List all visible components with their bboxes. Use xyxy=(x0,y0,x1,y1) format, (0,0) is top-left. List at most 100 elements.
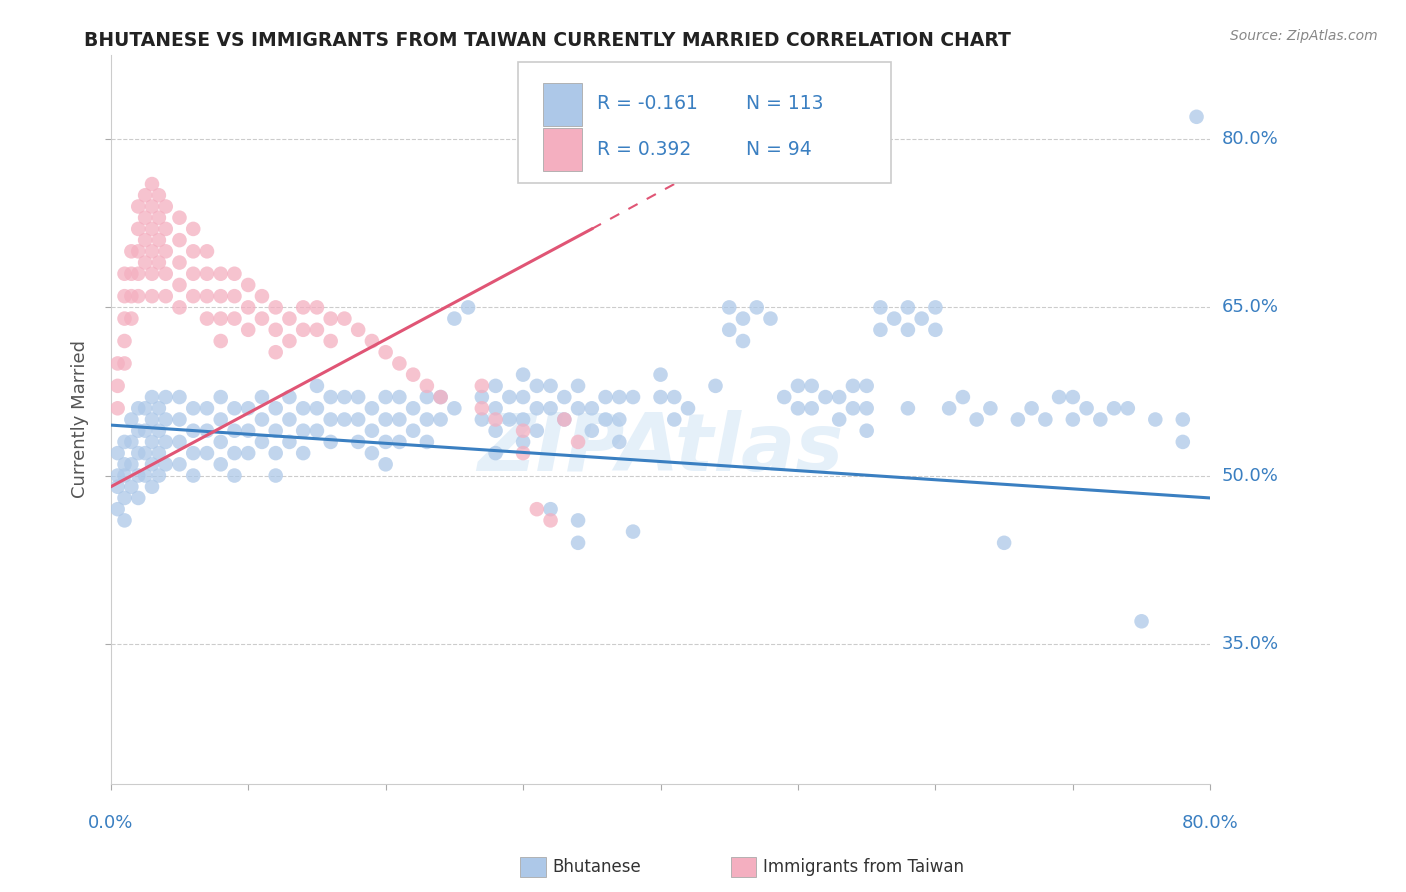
Point xyxy=(526,502,548,516)
Point xyxy=(443,311,465,326)
Point xyxy=(181,244,204,259)
Point xyxy=(127,289,149,303)
Point xyxy=(540,401,562,416)
Point xyxy=(209,289,232,303)
Point xyxy=(148,233,170,247)
Point xyxy=(107,480,129,494)
Text: Bhutanese: Bhutanese xyxy=(553,858,641,876)
Point xyxy=(1062,412,1084,426)
Point xyxy=(333,311,356,326)
Point xyxy=(498,390,520,404)
Point xyxy=(429,412,451,426)
Point xyxy=(718,323,741,337)
Point xyxy=(650,368,672,382)
Point xyxy=(1021,401,1043,416)
Point xyxy=(292,446,315,460)
Point xyxy=(141,244,163,259)
Point xyxy=(224,446,246,460)
Text: 80.0%: 80.0% xyxy=(1222,130,1278,148)
Point xyxy=(388,390,411,404)
Point xyxy=(181,401,204,416)
Point xyxy=(979,401,1001,416)
Point xyxy=(141,267,163,281)
Point xyxy=(107,446,129,460)
Point xyxy=(650,390,672,404)
Point xyxy=(607,412,630,426)
Point xyxy=(127,401,149,416)
Point xyxy=(127,446,149,460)
Point xyxy=(224,311,246,326)
Point xyxy=(595,390,617,404)
Point xyxy=(114,356,136,370)
Point xyxy=(264,468,287,483)
Point xyxy=(388,356,411,370)
Point xyxy=(828,390,851,404)
Point xyxy=(264,345,287,359)
Point xyxy=(120,311,142,326)
Point xyxy=(607,390,630,404)
Text: 80.0%: 80.0% xyxy=(1182,814,1239,832)
Point xyxy=(484,446,506,460)
Point xyxy=(107,502,129,516)
Point xyxy=(897,323,920,337)
Point xyxy=(224,424,246,438)
Point xyxy=(457,301,479,315)
Point xyxy=(181,267,204,281)
Point xyxy=(731,311,754,326)
Point xyxy=(759,311,782,326)
Point xyxy=(471,390,494,404)
Point xyxy=(134,255,156,269)
Point xyxy=(238,301,260,315)
Point xyxy=(361,334,384,348)
Point xyxy=(1171,412,1194,426)
Point xyxy=(924,301,946,315)
Point xyxy=(148,446,170,460)
Point xyxy=(1185,110,1208,124)
Point xyxy=(484,424,506,438)
Point xyxy=(512,390,534,404)
Point xyxy=(621,524,644,539)
Text: 35.0%: 35.0% xyxy=(1222,635,1278,653)
Point xyxy=(250,390,273,404)
Point xyxy=(581,401,603,416)
Point xyxy=(374,390,396,404)
Point xyxy=(127,267,149,281)
Point xyxy=(814,390,837,404)
Point xyxy=(471,412,494,426)
Point xyxy=(195,311,218,326)
Point xyxy=(567,536,589,550)
Point xyxy=(361,446,384,460)
Point xyxy=(134,424,156,438)
Point xyxy=(120,412,142,426)
Point xyxy=(319,334,342,348)
Point xyxy=(114,334,136,348)
Point xyxy=(855,424,877,438)
Point xyxy=(1090,412,1112,426)
Point xyxy=(993,536,1015,550)
Point xyxy=(141,458,163,472)
Point xyxy=(553,412,575,426)
Point xyxy=(209,390,232,404)
Point xyxy=(347,390,370,404)
Point xyxy=(224,468,246,483)
Point xyxy=(195,267,218,281)
Point xyxy=(195,244,218,259)
Point xyxy=(787,401,810,416)
Point xyxy=(250,311,273,326)
Point xyxy=(540,502,562,516)
Point xyxy=(374,434,396,449)
Text: 65.0%: 65.0% xyxy=(1222,299,1278,317)
Point xyxy=(134,401,156,416)
Point xyxy=(134,188,156,202)
Point xyxy=(238,401,260,416)
Text: N = 113: N = 113 xyxy=(747,95,824,113)
Point xyxy=(718,301,741,315)
Point xyxy=(484,379,506,393)
Point xyxy=(471,379,494,393)
Text: BHUTANESE VS IMMIGRANTS FROM TAIWAN CURRENTLY MARRIED CORRELATION CHART: BHUTANESE VS IMMIGRANTS FROM TAIWAN CURR… xyxy=(84,31,1011,50)
Point xyxy=(938,401,960,416)
Point xyxy=(155,244,177,259)
Point xyxy=(347,412,370,426)
Point xyxy=(800,401,823,416)
Point xyxy=(512,446,534,460)
